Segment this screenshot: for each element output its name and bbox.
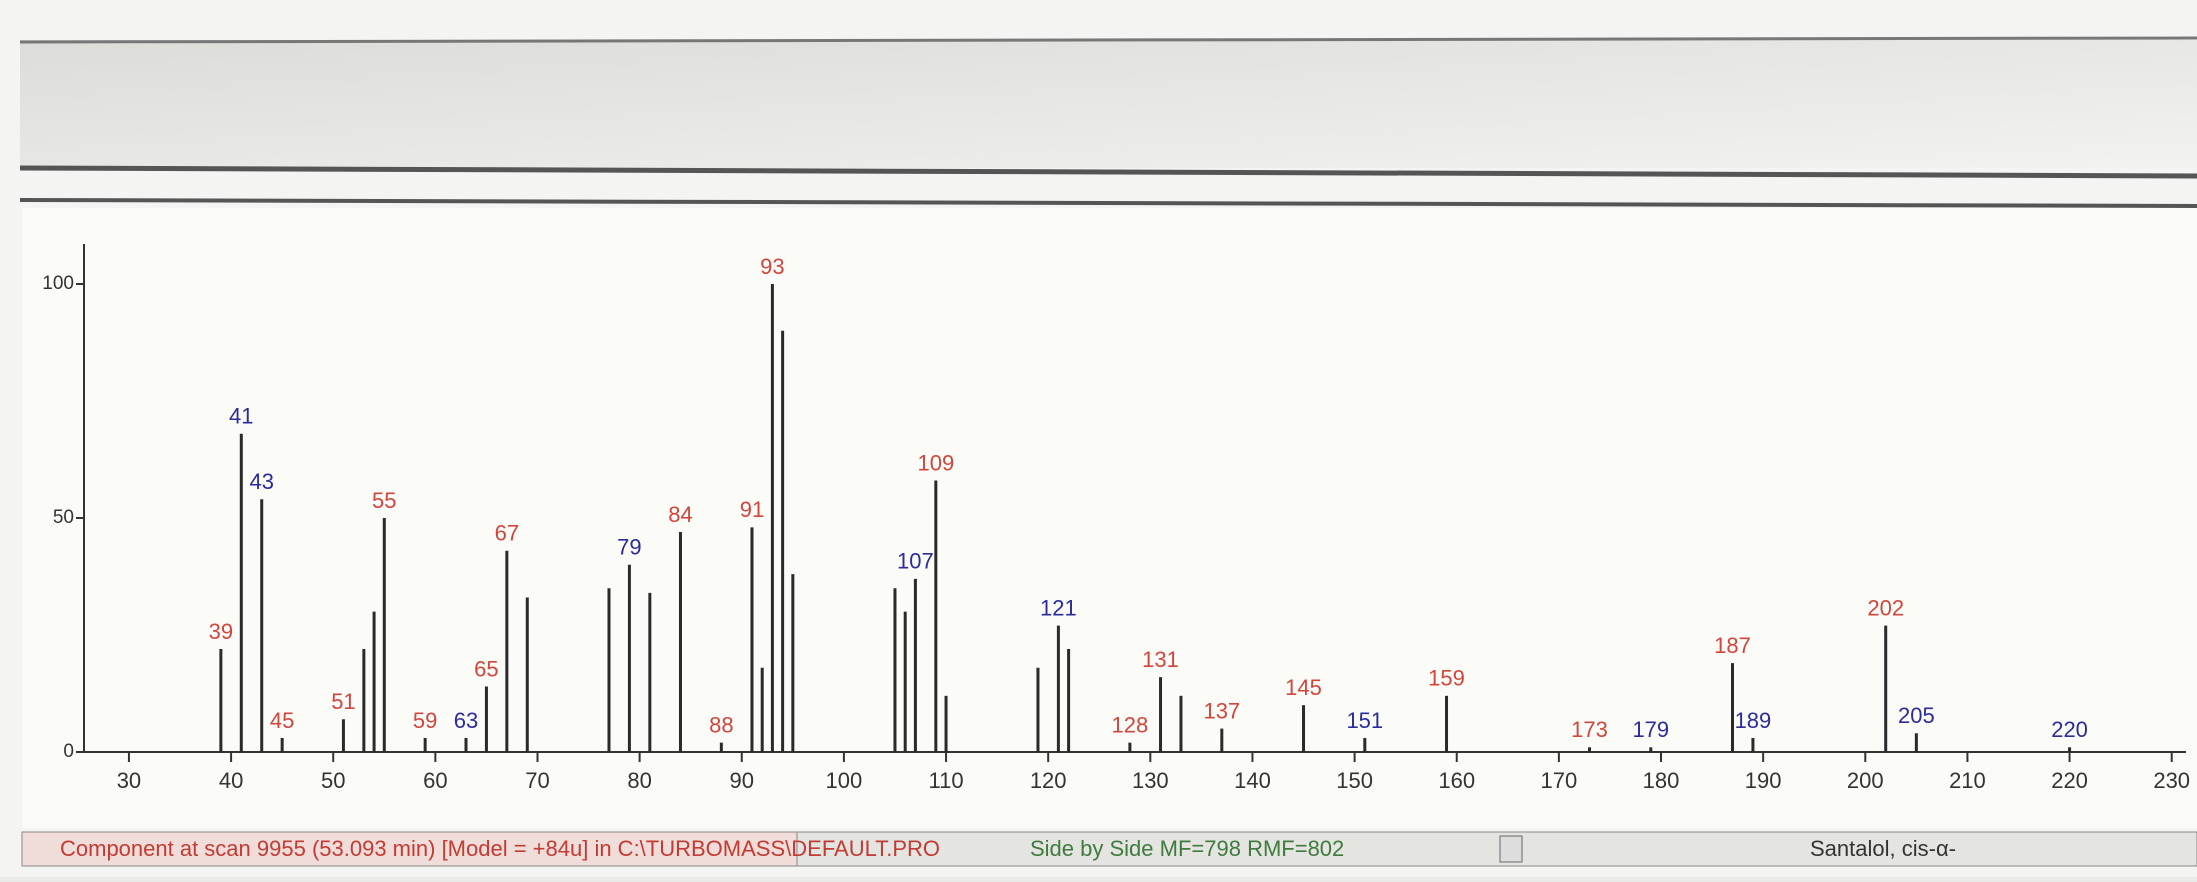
x-tick-label: 120 — [1030, 768, 1067, 793]
peak-label: 202 — [1867, 595, 1904, 620]
peak-label: 51 — [331, 689, 355, 714]
peak-label: 179 — [1632, 717, 1669, 742]
x-tick-label: 60 — [423, 768, 447, 793]
peak-label: 79 — [617, 535, 641, 560]
dropdown-button[interactable] — [1500, 836, 1522, 862]
y-tick-label: 0 — [63, 741, 74, 762]
peak-label: 65 — [474, 656, 498, 681]
x-tick-label: 140 — [1234, 768, 1271, 793]
peak-label: 107 — [897, 549, 934, 574]
x-tick-label: 170 — [1541, 768, 1578, 793]
peak-label: 63 — [454, 708, 478, 733]
peak-label: 59 — [413, 708, 437, 733]
x-tick-label: 220 — [2051, 768, 2088, 793]
status-middle: Side by Side MF=798 RMF=802 — [1030, 836, 1344, 861]
peak-label: 67 — [495, 521, 519, 546]
x-tick-label: 40 — [219, 768, 243, 793]
peak-label: 159 — [1428, 666, 1465, 691]
peak-label: 91 — [740, 497, 764, 522]
peak-label: 145 — [1285, 675, 1322, 700]
peak-label: 45 — [270, 708, 294, 733]
peak-label: 131 — [1142, 647, 1179, 672]
peak-label: 84 — [668, 502, 692, 527]
upper-panel — [20, 40, 2197, 168]
x-tick-label: 100 — [826, 768, 863, 793]
x-tick-label: 160 — [1438, 768, 1475, 793]
x-tick-label: 30 — [117, 768, 141, 793]
peak-label: 220 — [2051, 717, 2088, 742]
x-tick-label: 210 — [1949, 768, 1986, 793]
peak-label: 128 — [1112, 712, 1149, 737]
peak-label: 137 — [1203, 698, 1240, 723]
peak-label: 55 — [372, 488, 396, 513]
x-tick-label: 70 — [525, 768, 549, 793]
x-tick-label: 180 — [1643, 768, 1680, 793]
peak-label: 39 — [209, 619, 233, 644]
x-tick-label: 90 — [730, 768, 754, 793]
status-left: Component at scan 9955 (53.093 min) [Mod… — [60, 836, 940, 861]
status-right: Santalol, cis-α- — [1810, 836, 1956, 861]
peak-label: 43 — [249, 469, 273, 494]
peak-label: 121 — [1040, 595, 1077, 620]
peak-label: 173 — [1571, 717, 1608, 742]
x-tick-label: 150 — [1336, 768, 1373, 793]
peak-label: 93 — [760, 254, 784, 279]
x-tick-label: 130 — [1132, 768, 1169, 793]
chart-area — [22, 208, 2197, 828]
x-tick-label: 80 — [627, 768, 651, 793]
y-tick-label: 100 — [42, 273, 74, 294]
y-tick-label: 50 — [53, 507, 74, 528]
peak-label: 189 — [1735, 708, 1772, 733]
x-tick-label: 110 — [929, 768, 964, 793]
x-tick-label: 190 — [1745, 768, 1782, 793]
peak-label: 205 — [1898, 703, 1935, 728]
x-tick-label: 230 — [2153, 768, 2190, 793]
peak-label: 88 — [709, 712, 733, 737]
status-bar: Component at scan 9955 (53.093 min) [Mod… — [22, 832, 2197, 866]
x-tick-label: 200 — [1847, 768, 1884, 793]
peak-label: 41 — [229, 404, 253, 429]
peak-label: 187 — [1714, 633, 1751, 658]
peak-label: 109 — [917, 450, 954, 475]
peak-label: 151 — [1346, 708, 1383, 733]
screen: Component at scan 9955 (53.093 min) [Mod… — [0, 0, 2197, 877]
x-tick-label: 50 — [321, 768, 345, 793]
